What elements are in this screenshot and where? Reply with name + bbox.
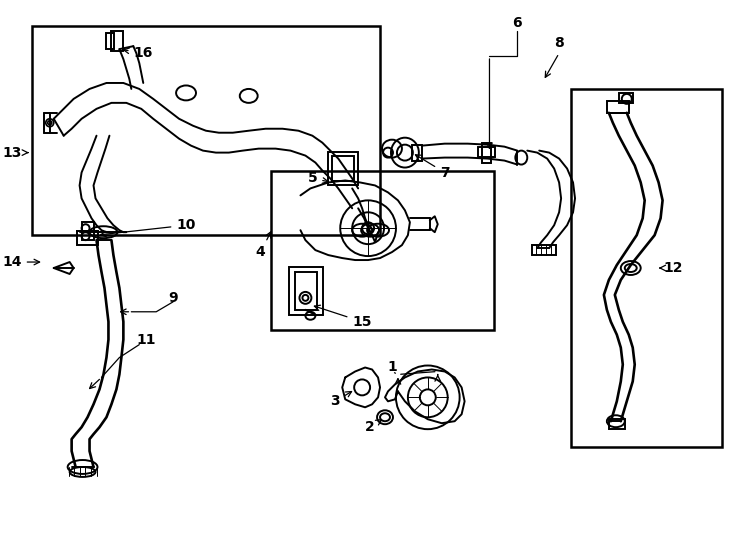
Text: 12: 12	[660, 261, 683, 275]
Text: 3: 3	[330, 392, 352, 408]
Text: 2: 2	[366, 420, 382, 434]
Bar	[607, 101, 629, 113]
Text: 16: 16	[123, 46, 153, 60]
Text: 10: 10	[101, 218, 196, 237]
Bar	[32, 26, 380, 235]
Bar	[619, 93, 633, 103]
Bar	[76, 231, 98, 245]
Bar	[478, 147, 495, 157]
Text: 6: 6	[512, 16, 522, 30]
Text: 7: 7	[415, 155, 449, 179]
Text: 5: 5	[308, 172, 328, 185]
Text: 15: 15	[314, 305, 372, 329]
Bar	[412, 145, 422, 160]
Bar	[106, 33, 115, 49]
Bar	[609, 419, 625, 429]
Bar	[271, 171, 495, 330]
Bar	[112, 31, 123, 51]
Bar	[333, 156, 355, 181]
Bar	[81, 222, 93, 240]
Text: 14: 14	[2, 255, 40, 269]
Text: 13: 13	[2, 146, 28, 160]
Bar	[571, 89, 722, 447]
Bar	[532, 245, 556, 255]
Bar	[288, 267, 324, 315]
Text: 4: 4	[255, 232, 271, 259]
Text: 9: 9	[168, 291, 178, 305]
Bar	[296, 272, 317, 310]
Text: 8: 8	[554, 36, 564, 50]
Text: 1: 1	[387, 361, 397, 375]
Text: 11: 11	[137, 333, 156, 347]
Bar	[328, 152, 358, 185]
Bar	[482, 143, 492, 163]
